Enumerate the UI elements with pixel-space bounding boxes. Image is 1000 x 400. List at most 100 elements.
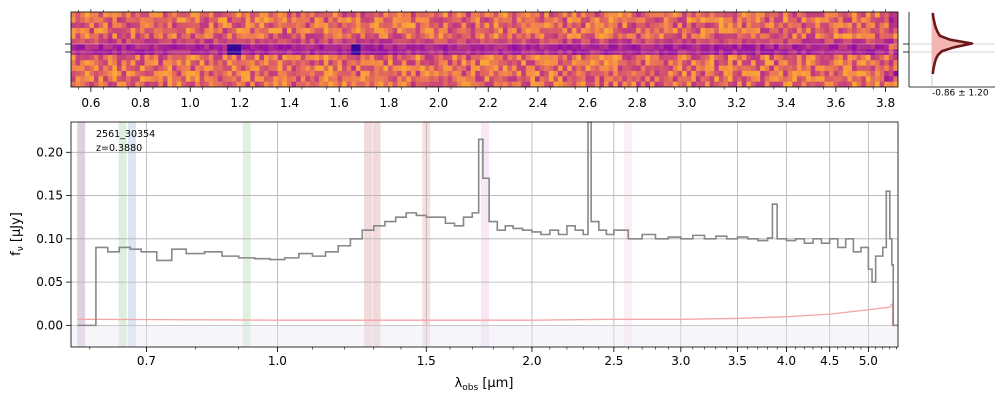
heatmap-cell: [388, 49, 393, 56]
heatmap-cell: [778, 65, 784, 72]
heatmap-cell: [746, 65, 752, 72]
heatmap-cell: [392, 22, 398, 29]
heatmap-cell: [410, 70, 416, 77]
heatmap-cell: [337, 54, 343, 61]
heatmap-cell: [539, 49, 545, 56]
heatmap-cell: [250, 38, 256, 45]
heatmap-cell: [686, 76, 692, 82]
redshift-label: z=0.3880: [96, 143, 142, 154]
heatmap-cell: [80, 70, 86, 77]
heatmap-cell: [337, 81, 343, 87]
heatmap-cell: [112, 65, 118, 72]
heatmap-cell: [838, 12, 844, 18]
heatmap-cell: [571, 12, 577, 18]
heatmap-cell: [682, 60, 687, 66]
heatmap-cell: [227, 60, 233, 66]
heatmap-cell: [245, 65, 251, 72]
heatmap-cell: [213, 54, 219, 61]
heatmap-cell: [893, 65, 898, 72]
heatmap-cell: [365, 12, 370, 18]
heatmap-cell: [498, 44, 504, 50]
heatmap-cell: [89, 12, 95, 18]
heatmap-cell: [498, 49, 504, 56]
heatmap-cell: [351, 38, 357, 45]
heatmap-cell: [319, 76, 324, 82]
heatmap-cell: [222, 12, 228, 18]
heatmap-cell: [185, 49, 191, 56]
heatmap-cell: [346, 44, 352, 50]
heatmap-cell: [447, 28, 453, 34]
heatmap-cell: [415, 33, 421, 40]
heatmap-cell: [484, 38, 490, 45]
heatmap-cell: [493, 44, 499, 50]
heatmap-cell: [277, 54, 283, 61]
heatmap-cell: [861, 70, 867, 77]
heatmap-cell: [631, 17, 637, 24]
heatmap-cell: [640, 17, 646, 24]
heatmap-cell: [741, 81, 747, 87]
heatmap-cell: [346, 22, 352, 29]
heatmap-cell: [801, 65, 807, 72]
heatmap-cell: [227, 33, 233, 40]
heatmap-cell: [268, 81, 274, 87]
heatmap-cell: [103, 12, 109, 18]
heatmap-cell: [783, 60, 789, 66]
heatmap-cell: [769, 12, 775, 18]
heatmap-cell: [397, 28, 403, 34]
heatmap-cell: [489, 70, 494, 77]
heatmap-cell: [116, 44, 122, 50]
heatmap-cell: [792, 22, 798, 29]
heatmap-cell: [553, 81, 559, 87]
heatmap-cell: [456, 33, 462, 40]
heatmap-cell: [535, 54, 540, 61]
heatmap-cell: [98, 65, 104, 72]
heatmap-cell: [512, 33, 517, 40]
heatmap-cell: [360, 81, 366, 87]
heatmap-cell: [682, 17, 687, 24]
heatmap-cell: [319, 54, 324, 61]
heatmap-cell: [351, 76, 357, 82]
heatmap-cell: [351, 54, 357, 61]
heatmap-cell: [240, 12, 246, 18]
heatmap-cell: [599, 60, 605, 66]
heatmap-cell: [282, 49, 288, 56]
heatmap-cell: [365, 70, 370, 77]
heatmap-cell: [718, 49, 724, 56]
heatmap-cell: [424, 28, 430, 34]
heatmap-cell: [332, 49, 338, 56]
heatmap-cell: [84, 12, 90, 18]
heatmap-cell: [590, 28, 596, 34]
heatmap-cell: [489, 28, 494, 34]
heatmap-cell: [222, 49, 228, 56]
heatmap-cell: [461, 12, 467, 18]
heatmap-cell: [254, 49, 260, 56]
heatmap-cell: [153, 60, 159, 66]
heatmap-cell: [190, 44, 196, 50]
heatmap-cell: [654, 70, 660, 77]
heatmap-cell: [852, 38, 857, 45]
heatmap-cell: [107, 60, 113, 66]
heatmap-cell: [737, 44, 743, 50]
heatmap-cell: [433, 81, 439, 87]
heatmap-cell: [562, 76, 568, 82]
heatmap-cell: [732, 22, 738, 29]
heatmap-cell: [250, 22, 256, 29]
heatmap-cell: [282, 38, 288, 45]
heatmap-cell: [888, 17, 894, 24]
heatmap-cell: [493, 33, 499, 40]
heatmap-cell: [599, 17, 605, 24]
heatmap-cell: [112, 49, 118, 56]
heatmap-cell: [296, 38, 302, 45]
heatmap-cell: [728, 81, 733, 87]
heatmap-cell: [365, 81, 370, 87]
heatmap-cell: [397, 49, 403, 56]
heatmap-cell: [443, 12, 449, 18]
heatmap-cell: [672, 54, 678, 61]
heatmap-cell: [116, 49, 122, 56]
x-tick-label: 2.0: [522, 354, 541, 368]
heatmap-cell: [599, 12, 605, 18]
heatmap-cell: [544, 17, 550, 24]
heatmap-cell: [672, 49, 678, 56]
heatmap-cell: [185, 76, 191, 82]
heatmap-cell: [893, 60, 898, 66]
